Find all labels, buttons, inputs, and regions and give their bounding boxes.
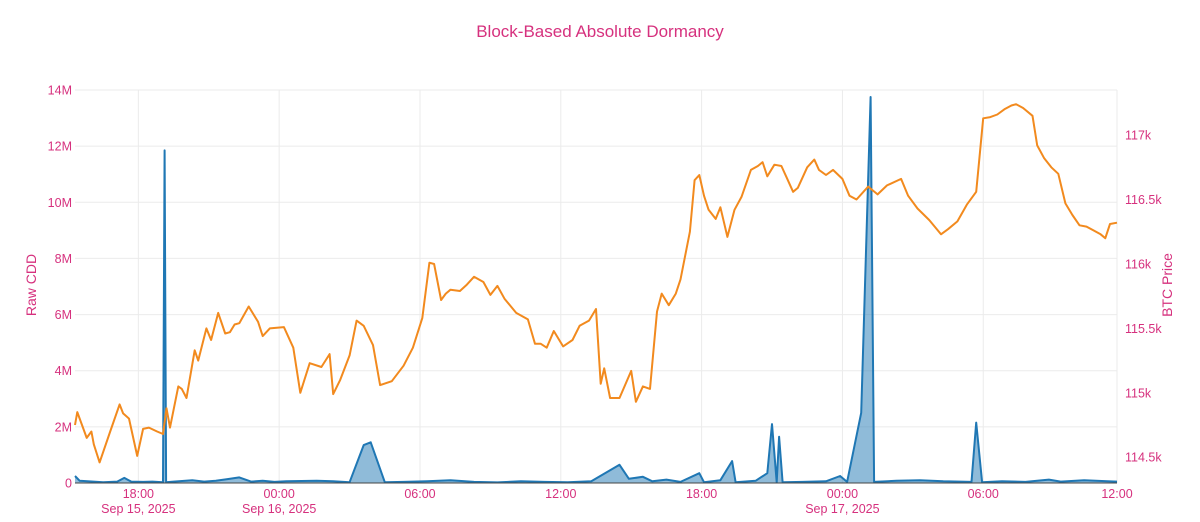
x-tick-label: 12:00 <box>1101 487 1132 501</box>
x-tick-date-label: Sep 17, 2025 <box>805 502 879 516</box>
raw-cdd-area <box>75 97 1117 483</box>
raw-cdd-series-layer <box>74 96 1118 484</box>
left-tick-label: 10M <box>48 196 72 210</box>
right-tick-label: 114.5k <box>1125 451 1162 465</box>
gridlines <box>75 89 1118 483</box>
x-tick-label: 06:00 <box>404 487 435 501</box>
right-tick-label: 115.5k <box>1125 322 1162 336</box>
right-axis-title: BTC Price <box>1159 253 1175 317</box>
x-tick-label: 00:00 <box>264 487 295 501</box>
raw-cdd-line <box>74 96 1118 484</box>
chart-title: Block-Based Absolute Dormancy <box>476 22 724 41</box>
right-tick-label: 117k <box>1125 129 1152 143</box>
left-tick-label: 8M <box>55 252 72 266</box>
x-tick-label: 06:00 <box>968 487 999 501</box>
left-tick-label: 4M <box>55 364 72 378</box>
left-tick-label: 6M <box>55 308 72 322</box>
right-tick-label: 116.5k <box>1125 193 1162 207</box>
btc-price-series-layer <box>74 103 1118 464</box>
x-tick-date-label: Sep 15, 2025 <box>101 502 175 516</box>
btc-price-line <box>74 103 1118 464</box>
x-tick-date-label: Sep 16, 2025 <box>242 502 316 516</box>
right-tick-label: 116k <box>1125 257 1152 271</box>
x-tick-label: 18:00 <box>686 487 717 501</box>
left-tick-label: 0 <box>65 477 72 491</box>
axes: 0 2M 4M 6M 8M 10M 12M 14M 114.5k 115k 115.5k 116k 11… <box>48 84 1163 517</box>
left-tick-label: 2M <box>55 420 72 434</box>
right-tick-label: 115k <box>1125 386 1152 400</box>
x-tick-label: 12:00 <box>545 487 576 501</box>
x-tick-label: 00:00 <box>827 487 858 501</box>
x-tick-label: 18:00 <box>123 487 154 501</box>
left-axis-title: Raw CDD <box>23 254 39 316</box>
left-tick-label: 14M <box>48 84 72 98</box>
left-tick-label: 12M <box>48 140 72 154</box>
